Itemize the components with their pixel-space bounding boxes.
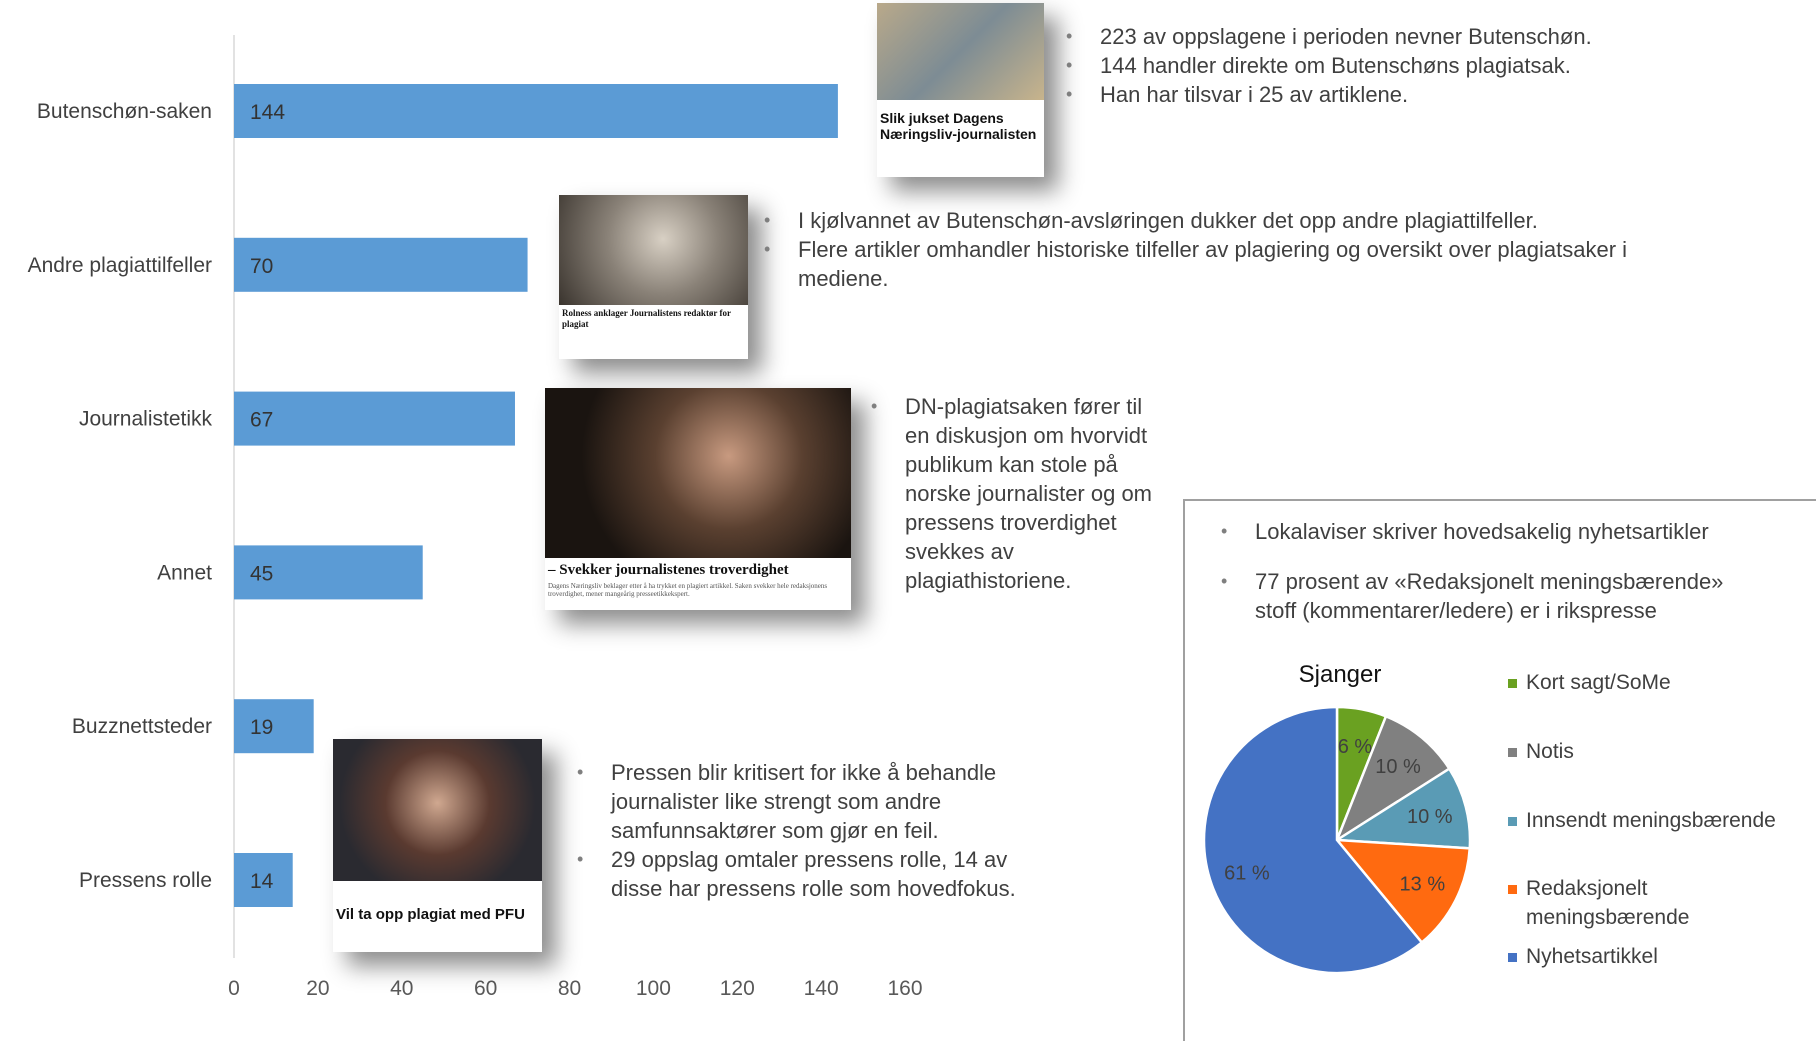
bullet-list: Pressen blir kritisert for ikke å behand… bbox=[577, 758, 1037, 903]
bullet: Han har tilsvar i 25 av artiklene. bbox=[1066, 80, 1766, 109]
legend-label: Kort sagt/SoMe bbox=[1526, 671, 1671, 694]
legend-item: Nyhetsartikkel bbox=[1508, 942, 1811, 971]
bullet-list: Lokalaviser skriver hovedsakelig nyhetsa… bbox=[1221, 517, 1761, 625]
note: Pressen blir kritisert for ikke å behand… bbox=[577, 758, 1037, 903]
note: I kjølvannet av Butenschøn-avsløringen d… bbox=[764, 206, 1674, 293]
legend-item: Notis bbox=[1508, 737, 1811, 766]
bullet: 144 handler direkte om Butenschøns plagi… bbox=[1066, 51, 1766, 80]
clipping: Rolness anklager Journalistens redaktør … bbox=[559, 195, 748, 359]
bullet: Lokalaviser skriver hovedsakelig nyhetsa… bbox=[1221, 517, 1761, 546]
bullet: Pressen blir kritisert for ikke å behand… bbox=[577, 758, 1037, 845]
clipping: Vil ta opp plagiat med PFU bbox=[333, 739, 542, 952]
pie-label: 61 % bbox=[1224, 862, 1270, 884]
x-tick-label: 100 bbox=[636, 977, 671, 1000]
bullet: DN-plagiatsaken fører til en diskusjon o… bbox=[871, 392, 1171, 595]
clipping-lead: Dagens Næringsliv beklager etter å ha tr… bbox=[548, 582, 828, 598]
clipping: – Svekker journalistenes troverdighet Da… bbox=[545, 388, 851, 610]
clipping-headline: Rolness anklager Journalistens redaktør … bbox=[562, 308, 731, 329]
category-label: Andre plagiattilfeller bbox=[28, 254, 212, 277]
legend-label: Redaksjonelt meningsbærende bbox=[1526, 877, 1690, 929]
bar bbox=[234, 699, 314, 754]
clipping-photo bbox=[545, 388, 851, 558]
legend-swatch bbox=[1508, 748, 1517, 757]
legend-swatch bbox=[1508, 679, 1517, 688]
category-label: Buzznettsteder bbox=[72, 715, 212, 738]
pie-slice bbox=[1334, 714, 1452, 844]
data-label: 14 bbox=[250, 870, 274, 893]
pie-slice bbox=[1202, 705, 1424, 975]
bullet-list: DN-plagiatsaken fører til en diskusjon o… bbox=[871, 392, 1171, 595]
bar bbox=[234, 84, 838, 138]
x-tick-label: 20 bbox=[306, 977, 329, 1000]
pie-panel bbox=[1183, 499, 1816, 1041]
legend-label: Nyhetsartikkel bbox=[1526, 945, 1658, 968]
bullet: 29 oppslag omtaler pressens rolle, 14 av… bbox=[577, 845, 1037, 903]
note: Lokalaviser skriver hovedsakelig nyhetsa… bbox=[1221, 517, 1761, 625]
x-tick-label: 60 bbox=[474, 977, 497, 1000]
clipping-photo bbox=[877, 3, 1044, 100]
pie-title: Sjanger bbox=[1299, 661, 1382, 688]
data-label: 67 bbox=[250, 409, 273, 432]
pie-label: 13 % bbox=[1400, 873, 1446, 895]
bullet: 77 prosent av «Redaksjonelt meningsbæren… bbox=[1221, 567, 1761, 625]
data-label: 70 bbox=[250, 255, 273, 278]
x-tick-label: 40 bbox=[390, 977, 413, 1000]
legend-label: Innsendt meningsbærende bbox=[1526, 809, 1776, 832]
pie-label: 6 % bbox=[1338, 736, 1373, 758]
bar bbox=[234, 853, 293, 907]
category-label: Butenschøn-saken bbox=[37, 100, 212, 123]
clipping: Slik jukset Dagens Næringsliv-journalist… bbox=[877, 3, 1044, 177]
clipping-photo bbox=[559, 195, 748, 305]
pie-label: 10 % bbox=[1375, 756, 1421, 778]
note: DN-plagiatsaken fører til en diskusjon o… bbox=[871, 392, 1171, 595]
legend-item: Innsendt meningsbærende bbox=[1508, 806, 1811, 835]
data-label: 45 bbox=[250, 562, 273, 585]
bar bbox=[234, 237, 528, 292]
pie-slice bbox=[1334, 838, 1472, 945]
legend-swatch bbox=[1508, 953, 1517, 962]
bullet-list: 223 av oppslagene i perioden nevner Bute… bbox=[1066, 22, 1766, 109]
legend-label: Notis bbox=[1526, 740, 1574, 763]
x-tick-label: 120 bbox=[720, 977, 755, 1000]
clipping-headline: Vil ta opp plagiat med PFU bbox=[336, 906, 525, 923]
x-tick-label: 160 bbox=[887, 977, 922, 1000]
category-label: Annet bbox=[157, 561, 212, 584]
legend-item: Redaksjonelt meningsbærende bbox=[1508, 874, 1811, 932]
x-tick-label: 80 bbox=[558, 977, 581, 1000]
data-label: 144 bbox=[250, 101, 285, 124]
x-tick-label: 0 bbox=[228, 977, 240, 1000]
bullet-list: I kjølvannet av Butenschøn-avsløringen d… bbox=[764, 206, 1674, 293]
clipping-photo bbox=[333, 739, 542, 881]
note: 223 av oppslagene i perioden nevner Bute… bbox=[1066, 22, 1766, 109]
x-tick-label: 140 bbox=[804, 977, 839, 1000]
data-label: 19 bbox=[250, 716, 273, 739]
bullet: I kjølvannet av Butenschøn-avsløringen d… bbox=[764, 206, 1674, 235]
bar bbox=[234, 545, 423, 600]
pie-label: 10 % bbox=[1407, 806, 1453, 828]
legend-swatch bbox=[1508, 885, 1517, 894]
bullet: 223 av oppslagene i perioden nevner Bute… bbox=[1066, 22, 1766, 51]
bullet: Flere artikler omhandler historiske tilf… bbox=[764, 235, 1674, 293]
category-label: Journalistetikk bbox=[79, 408, 213, 431]
clipping-headline: Slik jukset Dagens Næringsliv-journalist… bbox=[880, 110, 1037, 142]
pie-slice bbox=[1333, 767, 1472, 850]
clipping-headline: – Svekker journalistenes troverdighet bbox=[548, 562, 789, 578]
legend-item: Kort sagt/SoMe bbox=[1508, 668, 1811, 697]
legend-swatch bbox=[1508, 817, 1517, 826]
bar bbox=[234, 391, 515, 446]
category-label: Pressens rolle bbox=[79, 869, 212, 892]
